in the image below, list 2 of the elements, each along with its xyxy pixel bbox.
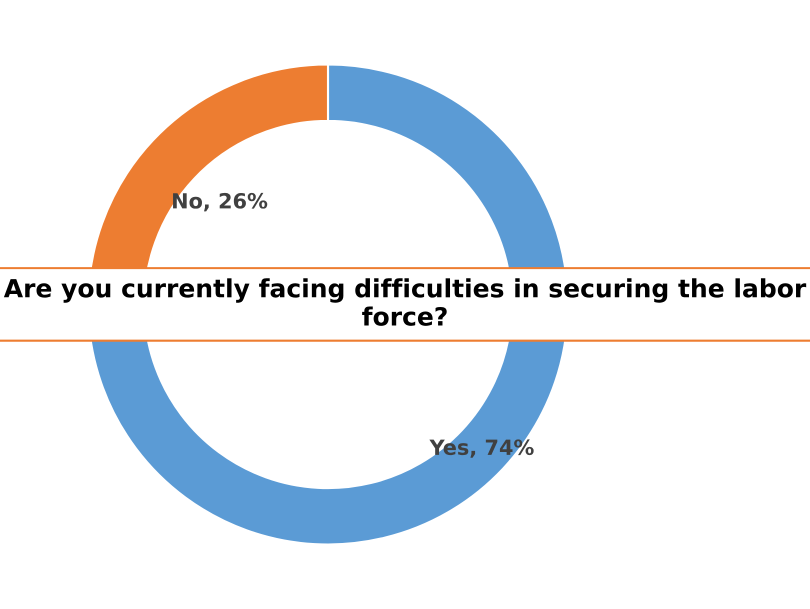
text: Are you currently facing difficulties in securing the labor force? xyxy=(4,278,806,326)
slice-label: No, 26% xyxy=(173,192,268,212)
